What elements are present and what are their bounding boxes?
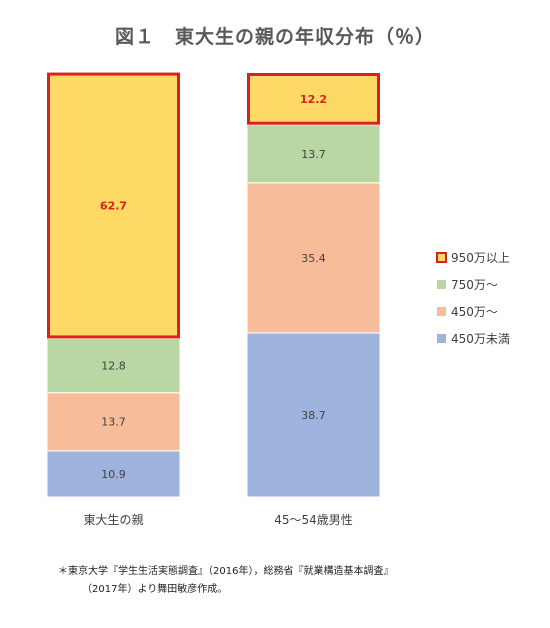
category-label-0: 東大生の親 [83,513,143,527]
data-label-series-2-cat-0: 12.8 [101,360,126,373]
footnote-line-1: ＊東京大学『学生生活実態調査』（2016年），総務省『就業構造基本調査』 [58,566,394,577]
data-label-series-3-cat-0: 62.7 [100,200,127,213]
bar-segment-series-1-cat-0 [46,392,181,452]
legend-label-1: 750万〜 [451,278,498,292]
bar-segment-series-0-cat-0 [46,450,181,498]
legend-label-2: 450万〜 [451,305,498,319]
legend-swatch-0 [436,252,447,263]
bar-segment-series-2-cat-1 [246,124,381,184]
bar-segment-series-2-cat-0 [46,337,181,394]
footnote-line-2: （2017年）より舞田敏彦作成。 [82,584,228,595]
legend-label-0: 950万以上 [451,251,510,265]
highlight-border-cat-0 [47,72,180,339]
data-label-series-0-cat-0: 10.9 [101,468,126,481]
chart-title: 図１ 東大生の親の年収分布（％） [114,26,435,48]
bar-segment-series-1-cat-1 [246,182,381,334]
data-label-series-1-cat-1: 35.4 [301,252,326,265]
data-label-series-0-cat-1: 38.7 [301,409,326,422]
data-label-series-3-cat-1: 12.2 [300,93,327,106]
category-label-1: 45〜54歳男性 [274,513,353,527]
bar-segment-series-0-cat-1 [246,332,381,498]
legend-swatch-1 [437,280,446,289]
bar-segment-series-3-cat-0 [46,72,181,339]
data-label-series-1-cat-0: 13.7 [101,416,126,429]
legend-swatch-3 [437,334,446,343]
legend-label-3: 450万未満 [451,332,510,346]
data-label-series-2-cat-1: 13.7 [301,148,326,161]
legend-swatch-2 [437,307,446,316]
highlight-border-cat-1 [247,73,380,125]
